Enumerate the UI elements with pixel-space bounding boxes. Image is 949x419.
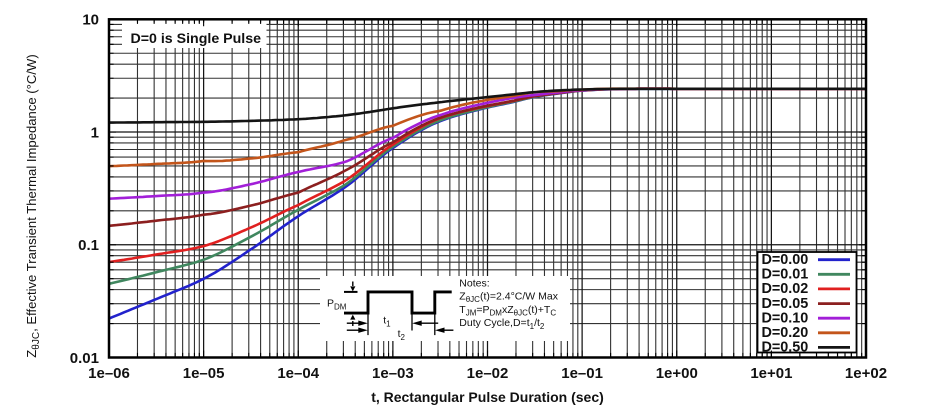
svg-text:t, Rectangular Pulse Duration: t, Rectangular Pulse Duration (sec)	[371, 389, 604, 405]
svg-text:D=0.02: D=0.02	[762, 281, 809, 297]
svg-text:t1: t1	[383, 315, 391, 329]
svg-text:D=0.20: D=0.20	[762, 325, 809, 341]
svg-text:1e–01: 1e–01	[561, 365, 603, 382]
svg-text:D=0 is Single Pulse: D=0 is Single Pulse	[131, 31, 262, 47]
svg-text:D=0.00: D=0.00	[762, 252, 809, 268]
svg-text:1e+01: 1e+01	[750, 365, 792, 382]
svg-text:0.01: 0.01	[70, 350, 99, 367]
svg-text:1e+02: 1e+02	[845, 365, 887, 382]
svg-text:1e+00: 1e+00	[656, 365, 698, 382]
svg-text:Duty Cycle,D=t1/t2: Duty Cycle,D=t1/t2	[459, 317, 545, 331]
svg-text:ZθJC(t)=2.4°C/W Max: ZθJC(t)=2.4°C/W Max	[459, 291, 558, 305]
svg-text:D=0.01: D=0.01	[762, 267, 809, 283]
svg-text:D=0.10: D=0.10	[762, 310, 809, 326]
svg-text:0.1: 0.1	[78, 237, 99, 254]
svg-text:1e–06: 1e–06	[88, 365, 130, 382]
svg-text:1e–02: 1e–02	[467, 365, 509, 382]
svg-text:ZθJC, Effective Transient Ther: ZθJC, Effective Transient Thermal Impeda…	[24, 54, 42, 357]
svg-text:10: 10	[82, 12, 99, 29]
svg-text:1e–05: 1e–05	[183, 365, 225, 382]
svg-text:t2: t2	[398, 328, 406, 342]
svg-text:1e–03: 1e–03	[372, 365, 414, 382]
svg-text:1e–04: 1e–04	[277, 365, 319, 382]
svg-text:1: 1	[91, 124, 99, 141]
svg-text:D=0.50: D=0.50	[762, 340, 809, 356]
svg-text:TJM=PDMxZθJC(t)+TC: TJM=PDMxZθJC(t)+TC	[459, 304, 556, 318]
svg-text:D=0.05: D=0.05	[762, 296, 809, 312]
svg-text:Notes:: Notes:	[459, 277, 489, 289]
